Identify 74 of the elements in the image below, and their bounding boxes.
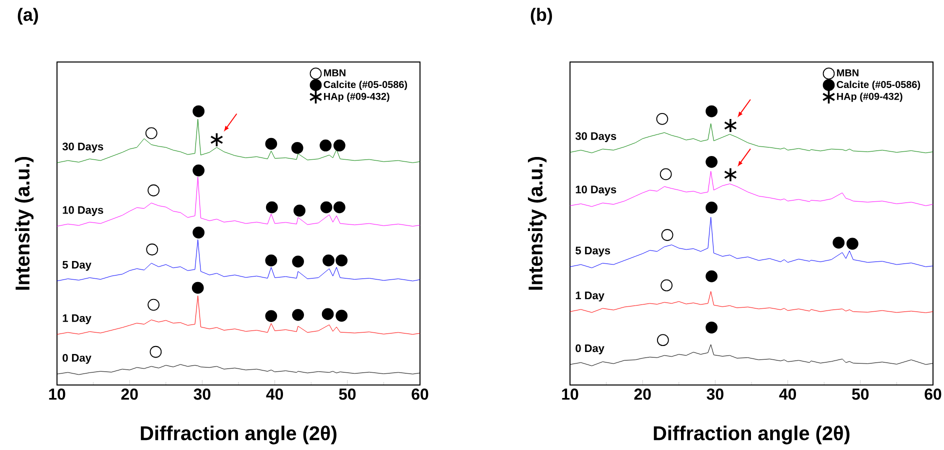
x-axis-title: Diffraction angle (2θ) [140,426,336,444]
legend-label: HAp (#09-432) [324,92,390,102]
point [292,308,304,321]
series-label: 0 Day [62,354,92,364]
point [706,322,718,334]
point [660,279,673,292]
point [291,142,304,154]
series-label: 10 Days [62,206,104,216]
point [336,254,348,266]
point [210,132,224,148]
point [322,308,334,320]
series-label: 1 Day [62,314,92,324]
point [706,156,718,168]
point [192,105,205,118]
point [333,201,346,214]
point [192,164,205,176]
point [265,254,278,266]
point [145,127,158,140]
series-label: 5 Days [576,246,610,257]
x-tick-label: 40 [779,388,796,400]
x-axis-title: Diffraction angle (2θ) [654,426,850,444]
point [832,236,845,249]
legend-label: Calcite (#05-0586) [836,80,920,90]
y-axis-title: Intensity (a.u.) [528,156,547,290]
chart-title: (a) [18,8,38,25]
point [333,140,346,152]
point [150,346,162,358]
series-label: 30 Days [62,142,104,153]
series-label: 0 Day [576,344,604,354]
point [265,138,278,150]
x-tick-label: 60 [924,388,942,400]
point [706,105,718,118]
point [266,201,278,214]
point [724,167,737,182]
y-axis-title: Intensity (a.u.) [14,156,34,290]
point [660,168,672,180]
x-tick-label: 50 [339,388,356,400]
point [846,238,858,250]
point [724,118,737,133]
point [265,310,278,322]
point [320,140,332,152]
x-tick-label: 10 [562,388,578,400]
x-tick-label: 30 [706,388,724,400]
x-tick-label: 40 [266,388,283,400]
point [706,202,718,214]
point [148,298,160,311]
point [292,256,304,268]
point [322,254,334,266]
x-tick-label: 30 [194,388,210,400]
series-label: 10 Days [576,186,616,196]
x-tick-label: 20 [121,388,138,400]
x-tick-label: 60 [412,388,428,400]
point [192,226,205,238]
point [656,112,668,125]
series-label: 5 Day [62,260,92,271]
point [146,244,158,256]
legend-label: MBN [837,69,858,76]
point [294,204,306,217]
point [656,334,669,346]
legend-label: HAp (#09-432) [837,92,902,102]
point [320,201,332,214]
point [192,282,204,294]
series-label: 30 Days [575,132,616,142]
point [336,310,348,322]
x-tick-label: 20 [634,388,651,400]
chart-title: (b) [530,8,552,25]
legend-label: MBN [324,69,346,76]
legend-label: Calcite (#05-0586) [324,80,408,90]
x-tick-label: 50 [852,388,869,400]
point [148,184,160,196]
point [661,229,674,241]
x-tick-label: 10 [49,388,66,400]
point [706,270,718,282]
series-label: 1 Day [576,292,604,302]
